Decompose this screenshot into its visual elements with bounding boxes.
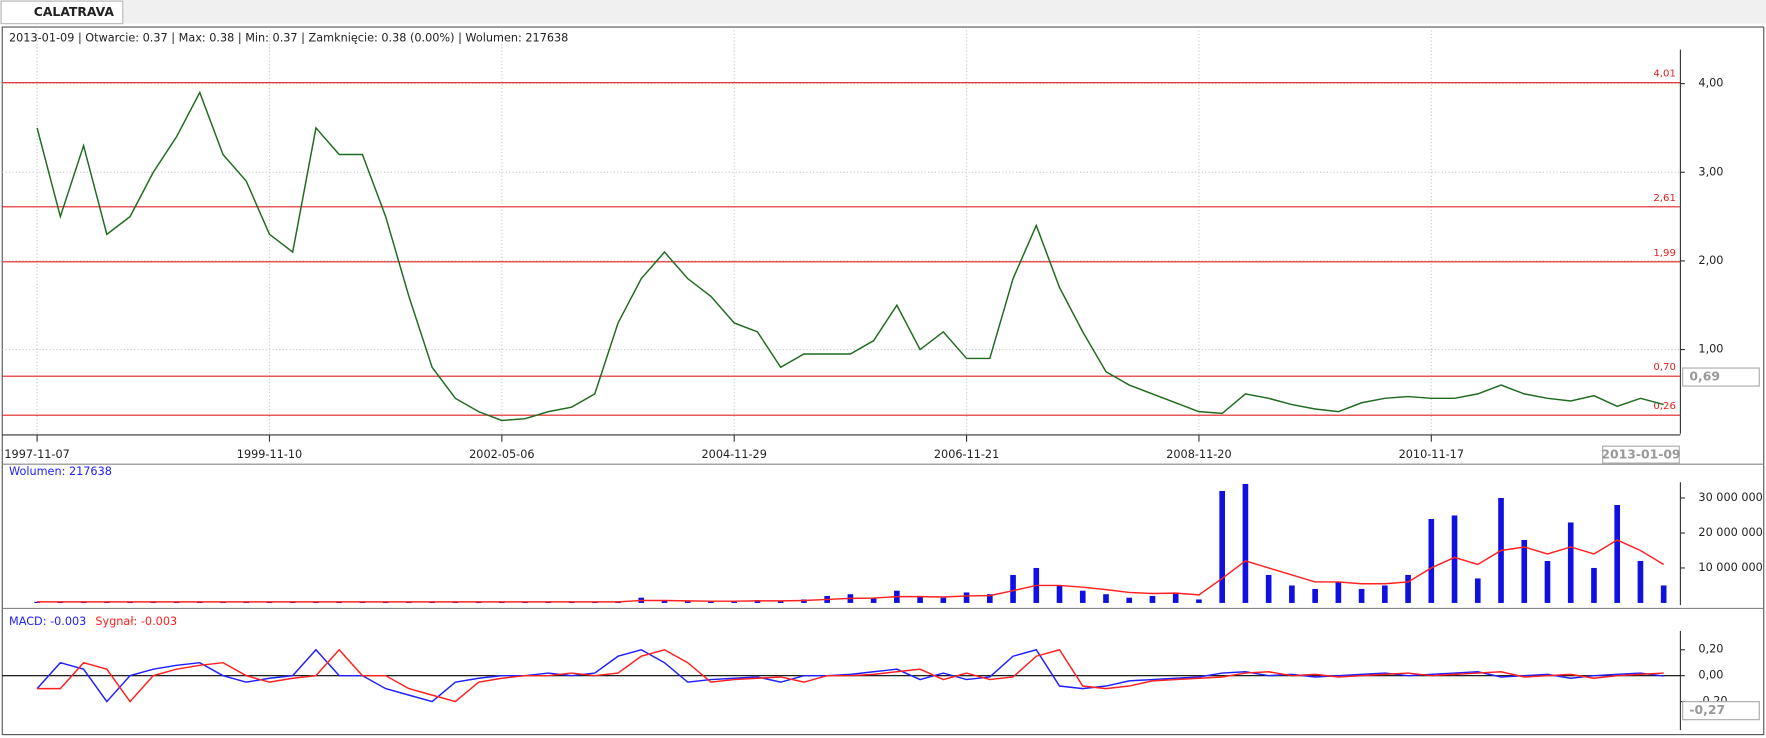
panel-title: Wolumen: 217638 — [9, 465, 112, 478]
volume-bar — [1103, 594, 1109, 603]
value-box-label: -0,27 — [1689, 702, 1725, 717]
volume-bar — [1382, 585, 1388, 603]
date-box-label: 2013-01-09 — [1601, 447, 1680, 462]
panel-title: 2013-01-09 | Otwarcie: 0.37 | Max: 0.38 … — [9, 31, 568, 44]
volume-bar — [1405, 574, 1411, 603]
volume-bar — [1196, 599, 1202, 603]
volume-bar — [1172, 592, 1179, 603]
volume-bar — [1242, 483, 1249, 603]
series-line — [37, 539, 1665, 603]
volume-bar — [1312, 588, 1318, 603]
volume-bar — [1149, 595, 1156, 603]
x-tick-label: 2006-11-21 — [934, 448, 999, 461]
x-tick-label: 2002-05-06 — [469, 448, 534, 461]
volume-bar — [1126, 597, 1133, 603]
volume-bar — [1289, 585, 1295, 603]
legend-entry: Sygnał: -0.003 — [95, 615, 177, 628]
x-tick-label: 2004-11-29 — [702, 448, 767, 461]
level-label: 4,01 — [1653, 69, 1676, 80]
volume-bar — [917, 595, 923, 603]
date-box — [1602, 445, 1680, 464]
volume-bar — [870, 597, 877, 603]
y-tick-label: 30 000 000 — [1698, 491, 1762, 504]
y-tick-label: 20 000 000 — [1698, 526, 1762, 539]
tab-label[interactable]: CALATRAVA — [34, 4, 115, 19]
tab[interactable] — [0, 0, 124, 25]
tab-bar — [0, 0, 1766, 24]
volume-bar — [1358, 588, 1365, 603]
volume-bar — [1335, 581, 1342, 603]
y-tick-label: 0,20 — [1698, 643, 1723, 656]
series-line — [37, 648, 1664, 703]
volume-bar — [1265, 574, 1272, 603]
level-label: 0,70 — [1653, 362, 1676, 373]
volume-bar — [661, 600, 668, 603]
value-box — [1682, 701, 1760, 721]
volume-bar — [1056, 585, 1063, 603]
chart-frame — [1, 26, 1765, 736]
volume-bar — [1567, 522, 1574, 603]
volume-bar — [1428, 518, 1435, 603]
volume-bar — [1591, 567, 1597, 603]
volume-bar — [777, 601, 784, 603]
y-tick-label: 3,00 — [1698, 165, 1723, 178]
volume-bar — [1637, 560, 1644, 603]
volume-bar — [1544, 560, 1551, 603]
volume-bar — [1474, 578, 1481, 603]
level-label: 1,99 — [1653, 248, 1676, 259]
volume-bar — [684, 601, 691, 603]
volume-bar — [1521, 539, 1528, 603]
volume-bar — [963, 592, 970, 603]
x-tick-label: 1997-11-07 — [4, 448, 69, 461]
volume-bar — [986, 594, 993, 603]
volume-bar — [1010, 574, 1016, 603]
level-label: 2,61 — [1653, 193, 1676, 204]
volume-bar — [34, 601, 40, 604]
volume-bar — [731, 601, 738, 603]
series-line — [36, 90, 1664, 422]
volume-bar — [1219, 490, 1225, 603]
y-tick-label: 10 000 000 — [1698, 561, 1762, 574]
volume-bar — [708, 601, 714, 603]
y-tick-label: 4,00 — [1698, 77, 1723, 90]
y-tick-label: 2,00 — [1698, 254, 1723, 267]
volume-bar — [1451, 515, 1458, 603]
y-tick-label: 0,00 — [1698, 669, 1723, 682]
x-tick-label: 2008-11-20 — [1166, 448, 1231, 461]
volume-bar — [1614, 504, 1621, 603]
volume-bar — [1660, 585, 1667, 603]
value-box — [1682, 367, 1760, 387]
level-label: 0,26 — [1653, 401, 1676, 412]
x-tick-label: 1999-11-10 — [237, 448, 302, 461]
volume-bar — [940, 597, 947, 603]
x-tick-label: 2010-11-17 — [1399, 448, 1464, 461]
value-box-label: 0,69 — [1689, 369, 1720, 384]
y-tick-label: 1,00 — [1698, 343, 1723, 356]
volume-bar — [1079, 590, 1086, 603]
legend-entry: MACD: -0.003 — [9, 615, 86, 628]
